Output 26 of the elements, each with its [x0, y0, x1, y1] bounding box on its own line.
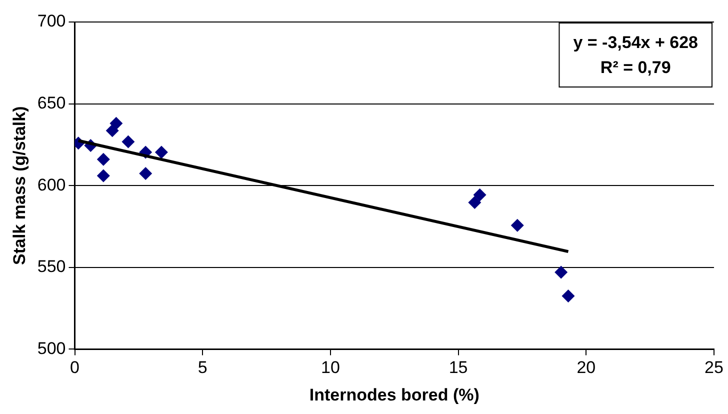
point [96, 152, 110, 166]
y-tick-label: 700 [37, 12, 66, 31]
point [96, 169, 110, 182]
x-tick-label: 0 [70, 358, 80, 378]
point [562, 290, 575, 303]
point [122, 135, 135, 148]
y-tick-label: 550 [37, 257, 66, 276]
point [554, 266, 568, 279]
x-axis-title: Internodes bored (%) [309, 385, 480, 404]
x-tick-label: 25 [704, 358, 724, 378]
x-tick-label: 5 [198, 358, 208, 378]
point [468, 196, 482, 209]
point [154, 146, 168, 159]
point [473, 188, 486, 202]
annotation: R² = 0,79 [600, 58, 671, 78]
y-tick-label: 650 [37, 93, 66, 112]
point [510, 218, 524, 232]
point [139, 166, 152, 180]
x-tick-label: 10 [320, 358, 340, 378]
y-tick-label: 600 [37, 175, 66, 194]
y-axis-title: Stalk mass (g/stalk) [10, 106, 29, 265]
point [110, 116, 123, 130]
y-tick-label: 500 [37, 338, 66, 358]
x-tick-label: 20 [576, 358, 596, 378]
x-tick-label: 15 [448, 358, 468, 378]
annotation: y = -3,54x + 628 [573, 33, 698, 52]
